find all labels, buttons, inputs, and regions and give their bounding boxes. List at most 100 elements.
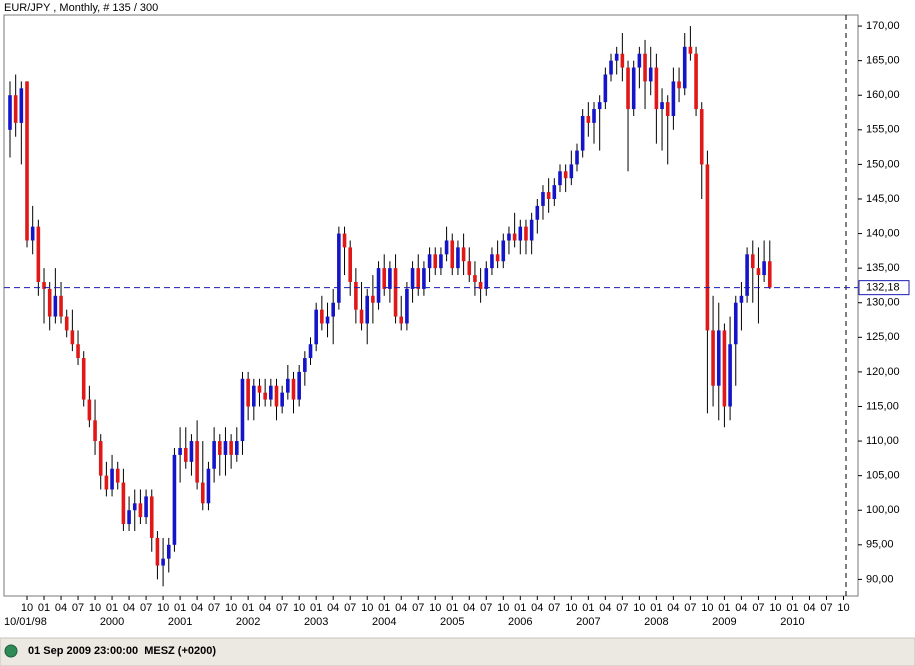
x-tick-label: 10	[157, 602, 169, 614]
candle-body	[342, 233, 347, 248]
status-text: 01 Sep 2009 23:00:00 MESZ (+0200)	[28, 645, 216, 657]
x-tick-label: 10	[225, 602, 237, 614]
candle-body	[722, 330, 727, 407]
candle-body	[405, 288, 409, 324]
candle-body	[235, 441, 239, 455]
x-tick-label: 10	[293, 602, 305, 614]
candle-body	[189, 441, 194, 462]
candle-body	[393, 268, 398, 317]
candle-body	[575, 150, 579, 165]
candle-body	[348, 247, 352, 282]
x-tick-label: 04	[599, 602, 611, 614]
y-tick-label: 150,00	[866, 158, 900, 170]
candle-body	[597, 102, 602, 110]
x-tick-label: 10	[361, 602, 373, 614]
candle-body	[558, 171, 562, 186]
candle-body	[456, 247, 460, 269]
candle-body	[399, 316, 404, 324]
candle-body	[631, 67, 636, 110]
candle-body	[212, 441, 216, 469]
candle-body	[149, 496, 154, 538]
candle-body	[739, 295, 744, 303]
candle-body	[750, 254, 755, 269]
candle-body	[518, 226, 523, 241]
y-tick-label: 170,00	[866, 20, 900, 32]
candle-body	[59, 295, 63, 317]
candle-body	[433, 254, 438, 269]
candle-body	[36, 226, 41, 282]
candle-body	[93, 420, 97, 442]
x-tick-label: 01	[38, 602, 50, 614]
candle-body	[427, 254, 432, 269]
y-tick-label: 140,00	[866, 227, 900, 239]
candle-body	[87, 399, 92, 421]
candle-body	[217, 441, 222, 455]
candle-body	[13, 95, 18, 123]
candle-body	[320, 309, 324, 324]
year-label: 2006	[508, 616, 532, 628]
year-label: 2002	[236, 616, 260, 628]
candle-body	[495, 254, 500, 262]
candle-body	[529, 219, 534, 241]
candle-body	[733, 302, 738, 345]
year-label: 2010	[780, 616, 804, 628]
candle-body	[195, 441, 199, 483]
candle-body	[359, 309, 364, 324]
x-tick-label: 01	[106, 602, 118, 614]
x-tick-label: 10	[429, 602, 441, 614]
candle-body	[745, 254, 749, 296]
candle-body	[337, 233, 341, 303]
candle-body	[155, 537, 160, 566]
x-tick-label: 01	[582, 602, 594, 614]
candle-body	[269, 385, 273, 400]
candle-body	[303, 358, 307, 372]
candle-body	[371, 295, 375, 303]
y-tick-label: 90,00	[866, 573, 894, 585]
candle-body	[467, 261, 472, 276]
candle-body	[121, 482, 126, 525]
candle-body	[563, 171, 568, 179]
candle-body	[694, 53, 698, 110]
candle-body	[81, 358, 86, 400]
y-tick-label: 165,00	[866, 55, 900, 67]
candle-body	[586, 115, 591, 123]
start-date-label: 10/01/98	[4, 616, 47, 628]
y-tick-label: 155,00	[866, 124, 900, 136]
y-tick-label: 135,00	[866, 262, 900, 274]
candle-body	[699, 109, 704, 165]
x-tick-label: 04	[803, 602, 815, 614]
x-tick-label: 01	[174, 602, 186, 614]
x-tick-label: 07	[208, 602, 220, 614]
candle-body	[512, 233, 517, 241]
candle-body	[728, 344, 732, 407]
y-tick-label: 115,00	[866, 400, 899, 412]
x-tick-label: 07	[140, 602, 152, 614]
status-icon	[4, 644, 18, 658]
candle-body	[229, 441, 233, 455]
year-label: 2004	[372, 616, 396, 628]
candle-body	[461, 247, 466, 262]
candle-body	[30, 226, 35, 241]
x-tick-label: 01	[514, 602, 526, 614]
x-tick-label: 01	[718, 602, 730, 614]
candle-body	[490, 254, 494, 269]
candle-body	[569, 164, 574, 179]
candle-body	[98, 441, 103, 476]
candle-body	[677, 81, 681, 89]
x-tick-label: 01	[242, 602, 254, 614]
candle-body	[297, 371, 301, 400]
y-tick-label: 110,00	[866, 435, 899, 447]
candle-body	[654, 67, 659, 110]
candle-body	[626, 67, 630, 110]
candle-body	[286, 378, 290, 393]
candle-body	[478, 281, 483, 289]
candle-body	[246, 378, 250, 407]
candle-body	[161, 558, 165, 566]
candle-body	[115, 468, 120, 483]
candle-body	[331, 302, 335, 317]
candle-body	[444, 240, 449, 255]
candle-body	[104, 475, 109, 490]
y-tick-label: 125,00	[866, 331, 900, 343]
x-tick-label: 04	[463, 602, 475, 614]
candle-body	[127, 510, 131, 525]
